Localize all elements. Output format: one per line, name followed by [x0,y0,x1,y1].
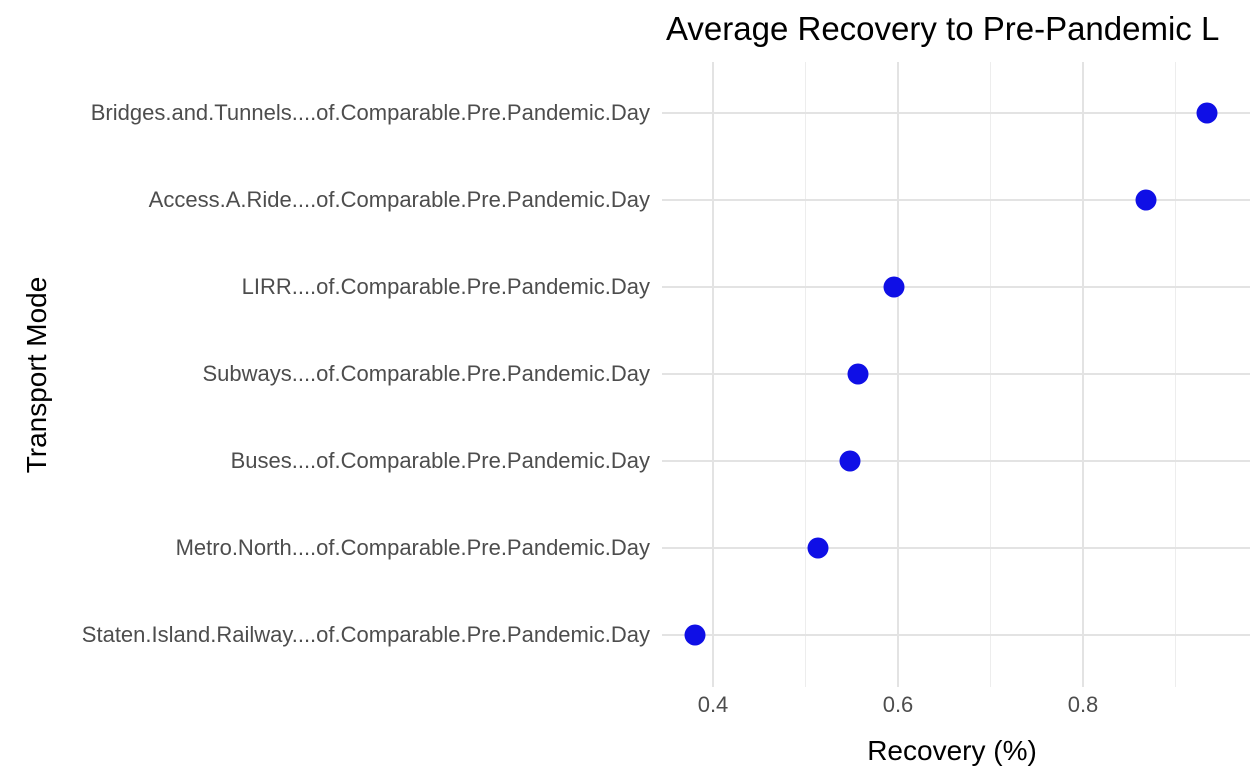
y-category-label-4: Buses....of.Comparable.Pre.Pandemic.Day [230,447,650,473]
y-category-label-2: LIRR....of.Comparable.Pre.Pandemic.Day [241,273,650,299]
data-point-2 [883,276,905,297]
data-point-1 [1135,189,1157,210]
gridline-row-2 [662,285,1250,288]
x-tick-label-0.4: 0.4 [697,692,729,717]
y-category-label-3: Subways....of.Comparable.Pre.Pandemic.Da… [202,360,650,386]
gridline-row-4 [662,459,1250,462]
gridline-minor-x-0.5 [805,62,806,687]
y-category-label-0: Bridges.and.Tunnels....of.Comparable.Pre… [90,99,650,125]
x-tick-label-0.8: 0.8 [1067,692,1099,717]
gridline-major-x-0.8 [1082,62,1084,687]
data-point-0 [1196,102,1218,123]
chart-title: Average Recovery to Pre-Pandemic L [666,10,1220,47]
gridline-minor-x-0.7 [990,62,991,687]
gridline-row-3 [662,372,1250,375]
gridline-major-x-0.4 [712,62,714,687]
y-category-label-1: Access.A.Ride....of.Comparable.Pre.Pande… [148,186,650,212]
y-category-label-5: Metro.North....of.Comparable.Pre.Pandemi… [175,534,650,560]
gridline-row-6 [662,633,1250,636]
gridline-row-5 [662,546,1250,549]
data-point-3 [847,363,869,384]
data-point-5 [807,537,829,558]
x-tick-label-0.6: 0.6 [882,692,914,717]
gridline-minor-x-0.9 [1175,62,1176,687]
data-point-4 [839,450,861,471]
x-axis-title: Recovery (%) [867,735,1037,766]
data-point-6 [684,624,706,645]
gridline-major-x-0.6 [897,62,899,687]
gridline-row-1 [662,198,1250,201]
gridline-row-0 [662,111,1250,114]
y-category-label-6: Staten.Island.Railway....of.Comparable.P… [81,621,650,647]
